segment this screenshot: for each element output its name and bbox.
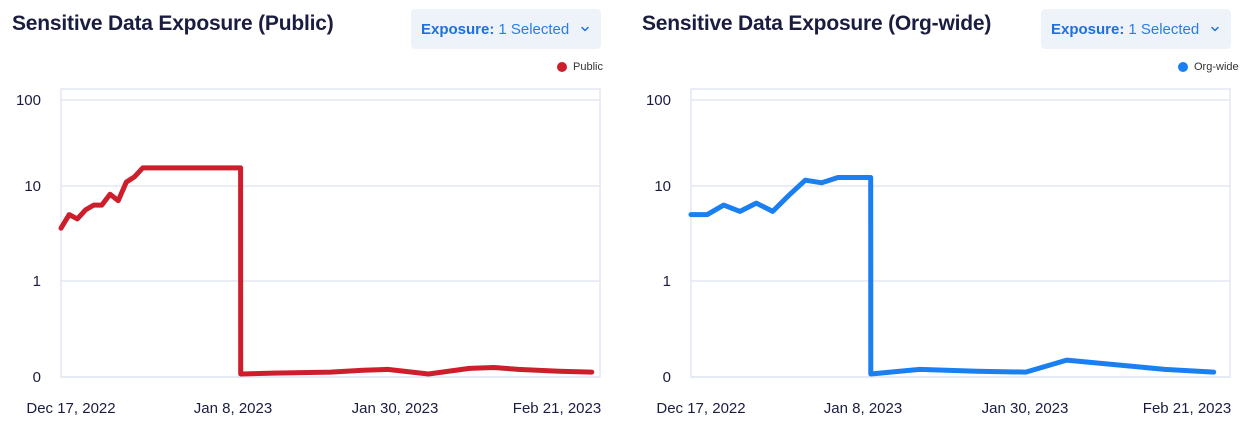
exposure-dropdown[interactable]: Exposure: 1 Selected [411,9,601,49]
dropdown-label: Exposure: [1051,20,1125,38]
x-tick-label: Feb 21, 2023 [513,400,601,417]
x-tick-label: Dec 17, 2022 [656,400,745,417]
y-tick-label: 1 [33,273,41,290]
y-tick-label: 0 [33,369,41,386]
legend-label: Org-wide [1194,61,1239,73]
chevron-down-icon [581,26,589,32]
x-tick-label: Jan 30, 2023 [982,400,1069,417]
series-line [688,175,1217,377]
exposure-dropdown[interactable]: Exposure: 1 Selected [1041,9,1231,49]
legend[interactable]: Public [557,61,603,73]
legend-marker [557,62,567,72]
chevron-down-icon [1211,26,1219,32]
dropdown-label: Exposure: [421,20,495,38]
x-tick-label: Jan 30, 2023 [352,400,439,417]
plot-frame [60,88,601,378]
plot-frame [690,88,1231,378]
legend[interactable]: Org-wide [1178,61,1239,73]
chart-panel-public: Sensitive Data Exposure (Public) Exposur… [0,0,612,444]
y-tick-label: 10 [24,178,41,195]
chart-title: Sensitive Data Exposure (Org-wide) [642,12,992,35]
y-tick-label: 100 [646,92,671,109]
dropdown-value: 1 Selected [498,20,570,38]
chart-title: Sensitive Data Exposure (Public) [12,12,334,35]
chart-panel-org-wide: Sensitive Data Exposure (Org-wide) Expos… [630,0,1242,444]
x-tick-label: Dec 17, 2022 [26,400,115,417]
legend-label: Public [573,61,603,73]
y-tick-label: 0 [663,369,671,386]
series-line [58,165,595,377]
x-tick-label: Feb 21, 2023 [1143,400,1231,417]
legend-marker [1178,62,1188,72]
x-tick-label: Jan 8, 2023 [824,400,902,417]
dropdown-value: 1 Selected [1128,20,1200,38]
x-tick-label: Jan 8, 2023 [194,400,272,417]
y-tick-label: 1 [663,273,671,290]
y-tick-label: 10 [654,178,671,195]
y-tick-label: 100 [16,92,41,109]
